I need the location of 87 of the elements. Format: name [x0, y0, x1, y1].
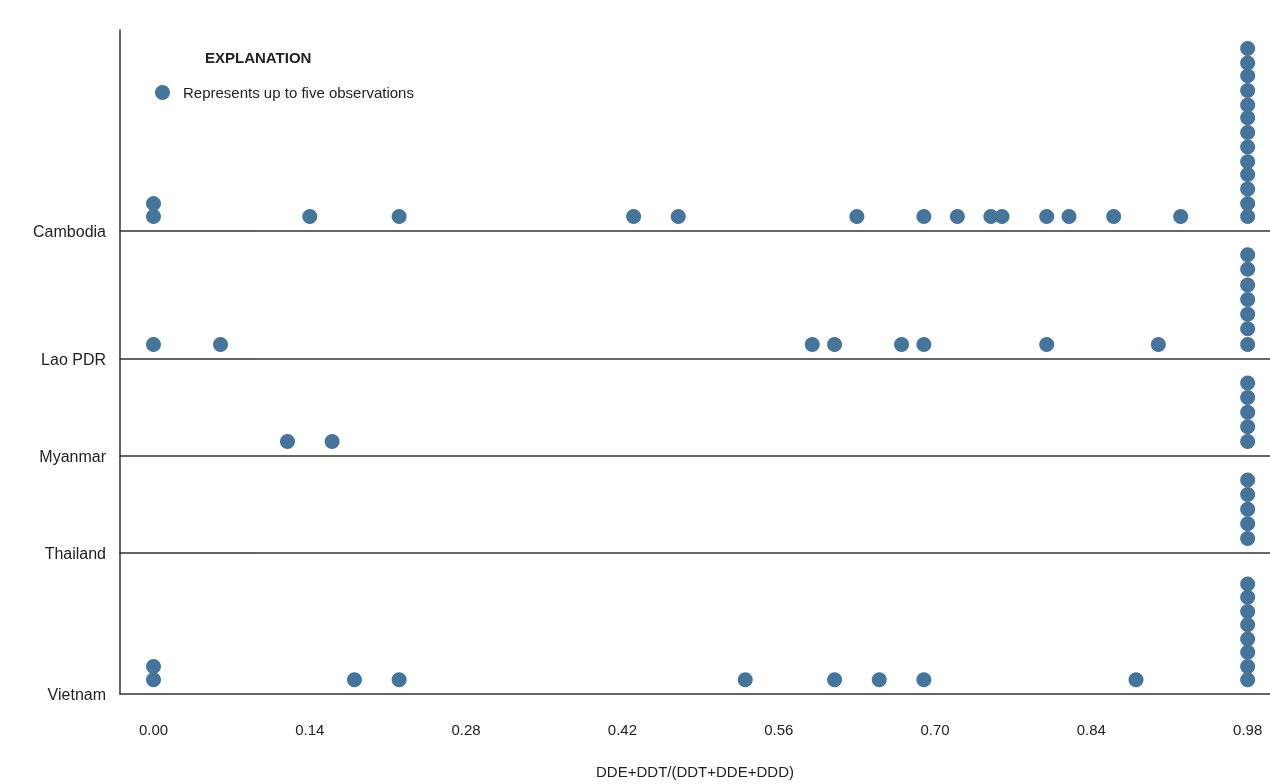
point — [1240, 631, 1256, 647]
point — [1240, 516, 1256, 532]
point — [146, 196, 161, 212]
point — [1240, 604, 1256, 620]
point — [1240, 472, 1256, 488]
point — [670, 208, 686, 224]
point — [916, 672, 932, 688]
point — [146, 659, 161, 674]
x-tick-label: 0.56 — [764, 721, 794, 738]
point — [871, 672, 887, 688]
point — [1240, 41, 1256, 56]
point — [949, 208, 965, 224]
x-tick-label: 0.14 — [295, 721, 325, 738]
point — [1240, 261, 1256, 277]
x-tick-label: 0.00 — [138, 721, 169, 738]
point — [1240, 336, 1256, 352]
point — [1240, 247, 1256, 263]
point — [1240, 196, 1256, 212]
point — [1240, 659, 1256, 674]
point — [916, 336, 932, 352]
point — [1240, 375, 1256, 391]
point — [1240, 501, 1256, 517]
point — [1240, 97, 1256, 113]
point — [324, 433, 340, 449]
point — [1173, 208, 1189, 224]
point — [626, 208, 642, 224]
point — [804, 336, 820, 352]
point — [737, 672, 753, 688]
point — [391, 208, 407, 224]
point — [994, 208, 1010, 224]
point — [146, 208, 161, 224]
point — [1240, 124, 1256, 140]
legend-title: EXPLANATION — [205, 49, 312, 66]
point — [1240, 419, 1256, 435]
point — [1240, 181, 1256, 197]
point — [827, 672, 843, 688]
point — [1128, 672, 1144, 688]
y-axis-title: Myanmar — [39, 447, 107, 465]
point — [1039, 208, 1055, 224]
point — [146, 336, 161, 352]
point — [391, 672, 407, 688]
point — [1240, 390, 1256, 406]
point — [1240, 55, 1256, 71]
point — [1106, 208, 1122, 224]
point — [1240, 433, 1256, 449]
point — [302, 208, 318, 224]
point — [1240, 166, 1256, 182]
point — [1240, 617, 1256, 633]
x-tick-label: 0.42 — [607, 721, 638, 738]
point — [1240, 154, 1256, 170]
point — [1240, 576, 1256, 592]
point — [1240, 82, 1256, 98]
x-tick-label: 0.98 — [1233, 721, 1263, 738]
point — [1240, 292, 1256, 308]
point — [1240, 530, 1256, 546]
point — [213, 336, 228, 352]
point — [916, 208, 932, 224]
point — [1240, 277, 1256, 293]
point — [1240, 68, 1256, 84]
x-tick-label: 0.84 — [1076, 721, 1106, 738]
point — [1240, 110, 1256, 126]
x-tick-label: 0.70 — [920, 721, 950, 738]
y-axis-title: Lao PDR — [41, 350, 106, 368]
point — [1039, 336, 1055, 352]
point — [346, 672, 362, 688]
point — [146, 672, 161, 688]
point — [1240, 672, 1256, 688]
y-axis-title: Vietnam — [47, 685, 106, 703]
y-axis-title: Thailand — [44, 544, 106, 562]
point — [894, 336, 910, 352]
x-tick-label: 0.28 — [451, 721, 481, 738]
point — [827, 336, 843, 352]
legend-label: Represents up to five observations — [183, 84, 414, 101]
x-axis-title: DDE+DDT/(DDT+DDE+DDD) — [596, 763, 794, 780]
point — [1240, 306, 1256, 322]
point — [1240, 487, 1256, 503]
point — [1240, 644, 1256, 660]
point — [1240, 589, 1256, 605]
point — [1240, 404, 1256, 420]
point — [1061, 208, 1077, 224]
point — [849, 208, 865, 224]
point — [279, 433, 295, 449]
y-axis-title: Cambodia — [33, 222, 107, 240]
point — [1240, 321, 1256, 337]
point — [1240, 208, 1256, 224]
point — [1240, 139, 1256, 155]
point — [1150, 336, 1166, 352]
